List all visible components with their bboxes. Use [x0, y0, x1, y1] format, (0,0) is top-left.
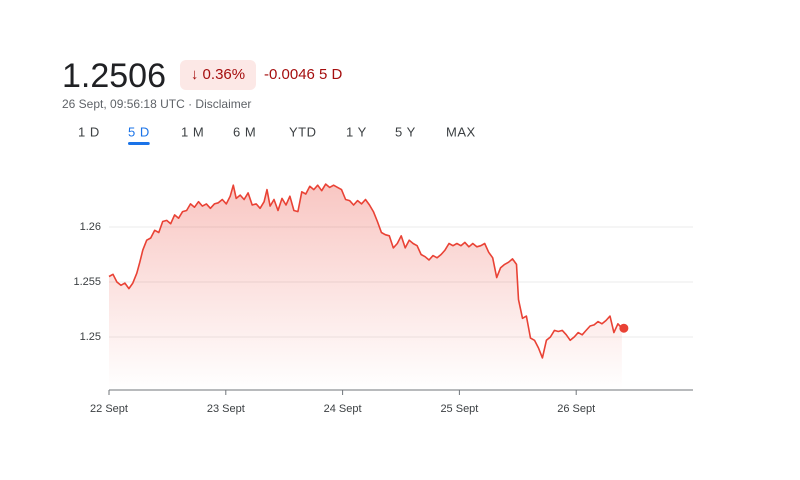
y-tick-label: 1.255 [73, 276, 101, 288]
range-tab[interactable]: 1 Y [346, 124, 367, 139]
price: 1.2506 [62, 57, 166, 95]
x-tick-label: 23 Sept [207, 403, 245, 415]
change-pill [180, 60, 256, 90]
x-tick-label: 25 Sept [440, 403, 478, 415]
range-tab[interactable]: 1 D [78, 124, 100, 139]
price-line [108, 183, 623, 359]
tab-underline [128, 142, 150, 145]
range-tab[interactable]: MAX [446, 124, 476, 139]
x-tick-label: 24 Sept [324, 403, 362, 415]
y-tick-label: 1.25 [80, 331, 101, 343]
change-abs: -0.0046 5 D [264, 66, 343, 83]
y-tick-label: 1.26 [80, 221, 101, 233]
range-tab[interactable]: 1 M [181, 124, 204, 139]
range-tab[interactable]: 6 M [233, 124, 256, 139]
range-tab[interactable]: YTD [289, 124, 317, 139]
change-pct: ↓ 0.36% [191, 66, 245, 83]
timestamp: 26 Sept, 09:56:18 UTC · Disclaimer [62, 97, 251, 111]
range-tab[interactable]: 5 D [128, 124, 150, 139]
area-fill [109, 184, 622, 390]
current-dot [619, 323, 629, 333]
range-tab[interactable]: 5 Y [395, 124, 416, 139]
x-tick-label: 22 Sept [90, 403, 128, 415]
x-tick-label: 26 Sept [557, 403, 595, 415]
